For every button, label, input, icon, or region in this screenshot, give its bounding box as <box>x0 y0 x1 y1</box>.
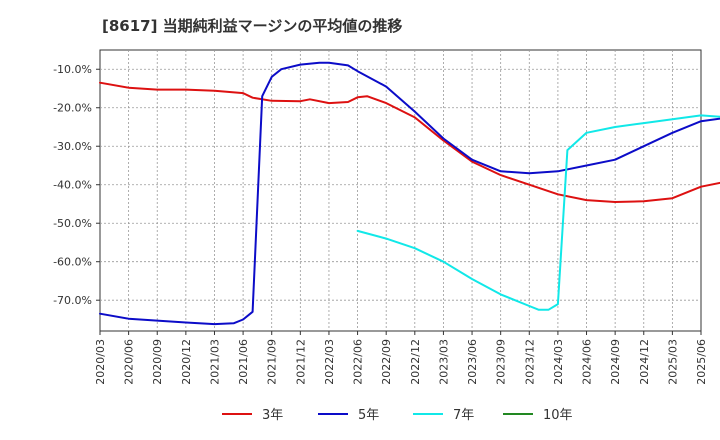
series-line-5年 <box>99 61 720 326</box>
series-group <box>99 61 720 326</box>
x-tick-label: 2020/09 <box>151 339 164 385</box>
legend-label: 5年 <box>358 408 379 423</box>
x-tick-label: 2024/12 <box>638 339 651 385</box>
y-tick-label: -60.0% <box>53 256 92 269</box>
x-tick-label: 2022/12 <box>409 339 422 385</box>
y-tick-label: -70.0% <box>53 294 92 307</box>
x-tick-label: 2020/12 <box>180 339 193 385</box>
x-tick-label: 2025/03 <box>666 339 679 385</box>
y-tick-label: -20.0% <box>53 102 92 115</box>
x-tick-label: 2021/09 <box>266 339 279 385</box>
x-tick-label: 2024/06 <box>581 339 594 385</box>
legend: 3年 5年 7年 10年 <box>222 408 573 423</box>
chart-title: [8617] 当期純利益マージンの平均値の推移 <box>102 17 402 35</box>
y-tick-label: -30.0% <box>53 140 92 153</box>
gridlines <box>100 50 701 331</box>
x-tick-label: 2025/06 <box>695 339 708 385</box>
y-tick-label: -50.0% <box>53 217 92 230</box>
x-tick-label: 2021/06 <box>237 339 250 385</box>
x-tick-label: 2020/03 <box>94 339 107 385</box>
x-tick-label: 2020/06 <box>123 339 136 385</box>
y-tick-label: -10.0% <box>53 63 92 76</box>
legend-label: 10年 <box>543 408 573 423</box>
series-line-3年 <box>99 81 720 203</box>
plot-frame <box>99 49 702 332</box>
y-tick-label: -40.0% <box>53 179 92 192</box>
x-tick-label: 2022/06 <box>352 339 365 385</box>
x-tick-label: 2021/03 <box>208 339 221 385</box>
x-tick-label: 2023/06 <box>466 339 479 385</box>
x-tick-label: 2023/12 <box>523 339 536 385</box>
x-tick-label: 2023/03 <box>437 339 450 385</box>
series-line-7年 <box>356 114 720 311</box>
x-tick-label: 2021/12 <box>294 339 307 385</box>
x-axis: 2020/03 2020/06 2020/09 2020/12 2021/03 2021/… <box>94 331 708 385</box>
legend-label: 3年 <box>262 408 283 423</box>
x-tick-label: 2024/03 <box>552 339 565 385</box>
x-tick-label: 2022/03 <box>323 339 336 385</box>
x-tick-label: 2024/09 <box>609 339 622 385</box>
x-tick-label: 2023/09 <box>495 339 508 385</box>
y-axis: -10.0% -20.0% -30.0% -40.0% -50.0% -60.0% -70.… <box>53 63 100 307</box>
x-tick-label: 2022/09 <box>380 339 393 385</box>
legend-label: 7年 <box>453 408 474 423</box>
plot-area <box>99 49 702 332</box>
